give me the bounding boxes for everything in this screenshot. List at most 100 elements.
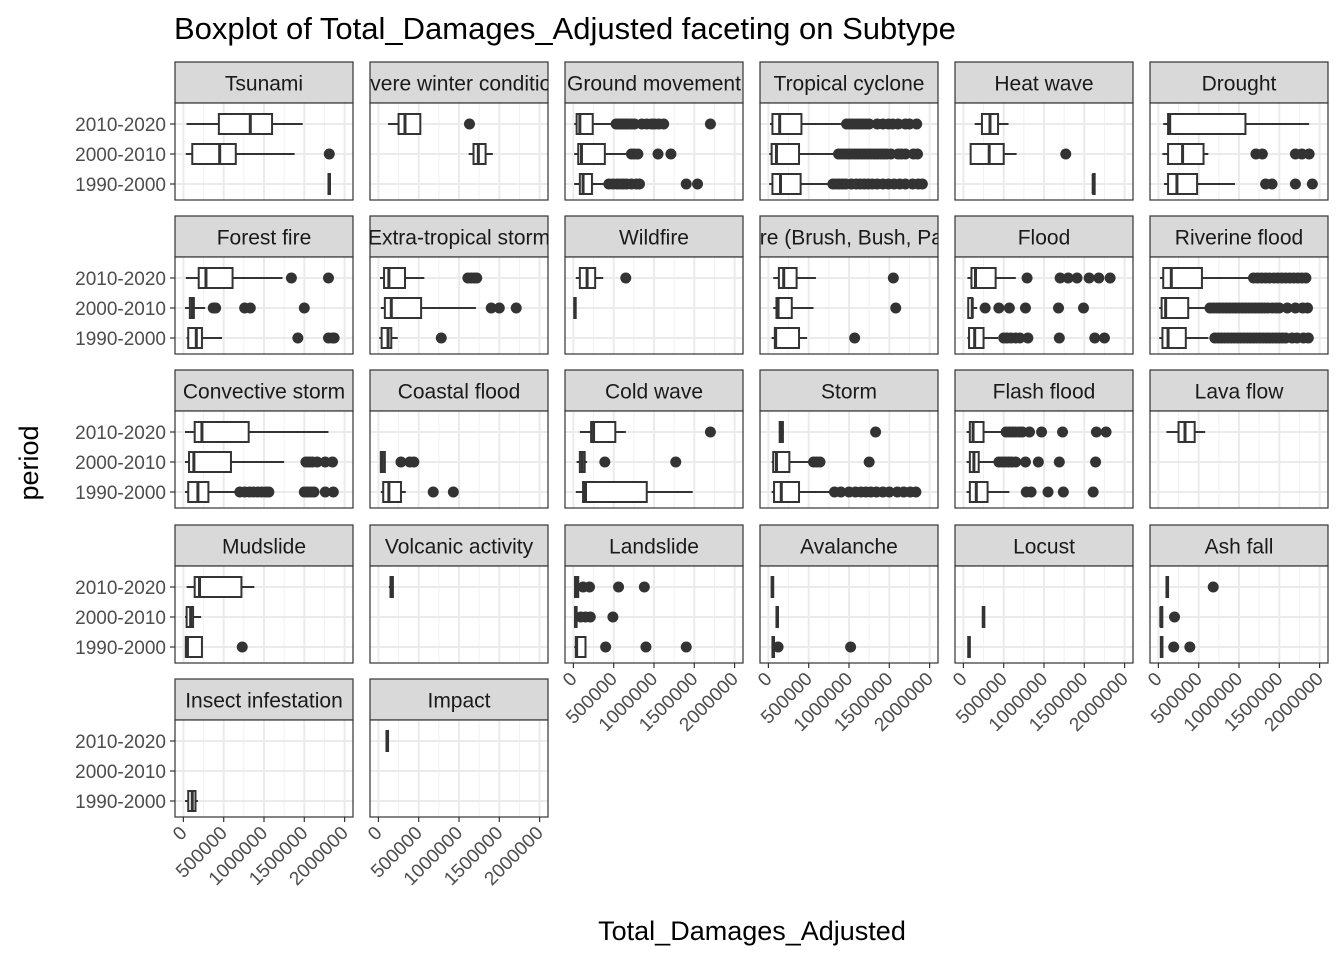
box-iqr	[1167, 143, 1205, 165]
facet-strip-label: Ash fall	[1205, 536, 1274, 559]
facet-panel-border	[1149, 410, 1329, 509]
outlier-point	[463, 118, 475, 130]
box-2010-2020	[185, 421, 329, 443]
outlier-point	[863, 118, 875, 130]
outlier-point	[1021, 272, 1033, 284]
outlier-point	[704, 426, 716, 438]
facet-panels: Tsunami 2010-2020 2000-2010 1990-2000 Severe…	[75, 61, 1329, 890]
box-2000-2010	[969, 143, 1072, 165]
box-1990-2000	[1159, 327, 1314, 349]
box-2010-2020	[388, 576, 394, 598]
box-iqr	[1160, 297, 1190, 319]
facet-panel: Convective storm 2010-2020 2000-2010 1990-2…	[75, 369, 354, 509]
facet-strip-label: Locust	[1013, 536, 1075, 559]
outlier-point	[1057, 486, 1069, 498]
facet-strip	[1149, 369, 1329, 412]
outlier-point	[1053, 456, 1065, 468]
facet-strip	[174, 215, 354, 258]
facet-strip-label: Forest fire	[217, 227, 312, 250]
facet-strip	[369, 61, 549, 104]
y-tick-label: 2010-2020	[75, 423, 166, 444]
facet-panel-border	[174, 565, 354, 664]
outlier-point	[870, 426, 882, 438]
outlier-point	[1019, 302, 1031, 314]
y-tick-label: 2000-2010	[75, 608, 166, 629]
box-iqr	[217, 113, 274, 135]
facet-strip	[1149, 61, 1329, 104]
outlier-point	[1003, 302, 1015, 314]
outlier-point	[584, 581, 596, 593]
y-tick-label: 2010-2020	[75, 578, 166, 599]
outlier-point	[772, 641, 784, 653]
facet-strip	[759, 524, 939, 567]
outlier-point	[910, 486, 922, 498]
box-iqr	[383, 267, 406, 289]
box-2000-2010	[468, 143, 493, 165]
outlier-point	[1089, 332, 1101, 344]
facet-panel-border	[174, 102, 354, 201]
outlier-point	[210, 302, 222, 314]
facet-panel: Lava flow	[1149, 369, 1329, 509]
outlier-point	[640, 641, 652, 653]
outlier-point	[979, 302, 991, 314]
box-2010-2020	[575, 267, 632, 289]
facet-panel-border	[369, 565, 549, 664]
outlier-point	[993, 302, 1005, 314]
facet-strip	[954, 524, 1134, 567]
outlier-point	[916, 178, 928, 190]
outlier-point	[1054, 272, 1066, 284]
box-1990-2000	[379, 327, 447, 349]
box-2000-2010	[185, 451, 339, 473]
box-iqr	[968, 481, 989, 503]
box-2000-2010	[185, 143, 335, 165]
facet-panel: Forest fire 2010-2020 2000-2010 1990-2000	[75, 215, 354, 355]
facet-panel-border	[174, 410, 354, 509]
outlier-point	[1023, 426, 1035, 438]
box-2010-2020	[1160, 267, 1312, 289]
box-2000-2010	[981, 606, 986, 628]
y-tick-label: 1990-2000	[75, 175, 166, 196]
facet-strip	[369, 524, 549, 567]
facet-strip-label: Ground movement	[567, 73, 741, 96]
facet-strip	[174, 524, 354, 567]
chart-title: Boxplot of Total_Damages_Adjusted faceti…	[174, 11, 956, 46]
facet-panel: Ground movement	[564, 61, 744, 201]
box-iqr	[1161, 327, 1187, 349]
outlier-point	[1098, 332, 1110, 344]
box-2000-2010	[576, 451, 682, 473]
y-tick-label: 2010-2020	[75, 269, 166, 290]
y-tick-label: 2000-2010	[75, 762, 166, 783]
box-2000-2010	[966, 451, 1102, 473]
box-iqr	[970, 267, 997, 289]
facet-strip-label: Flash flood	[993, 381, 1096, 404]
outlier-point	[1169, 611, 1181, 623]
facet-panel: Severe winter conditions	[369, 61, 549, 201]
outlier-point	[911, 118, 923, 130]
box-2010-2020	[974, 113, 1009, 135]
box-iqr	[188, 451, 232, 473]
outlier-point	[236, 641, 248, 653]
outlier-point	[1303, 148, 1315, 160]
box-2000-2010	[775, 606, 779, 628]
y-tick-label: 2000-2010	[75, 299, 166, 320]
x-tick-label: 0	[1144, 669, 1166, 691]
outlier-point	[845, 641, 857, 653]
outlier-point	[1302, 332, 1314, 344]
box-1990-2000	[1164, 173, 1318, 195]
outlier-point	[435, 332, 447, 344]
outlier-point	[1100, 426, 1112, 438]
box-2010-2020	[574, 576, 650, 598]
outlier-point	[1090, 456, 1102, 468]
outlier-point	[1302, 302, 1314, 314]
box-2010-2020	[1163, 113, 1310, 135]
outlier-point	[1090, 426, 1102, 438]
facet-panel: Wildfire	[564, 215, 744, 355]
outlier-point	[849, 332, 861, 344]
x-tick-label: 0	[364, 823, 386, 845]
outlier-point	[704, 118, 716, 130]
facet-strip-label: Tropical cyclone	[774, 73, 925, 96]
outlier-point	[1289, 178, 1301, 190]
outlier-point	[613, 581, 625, 593]
